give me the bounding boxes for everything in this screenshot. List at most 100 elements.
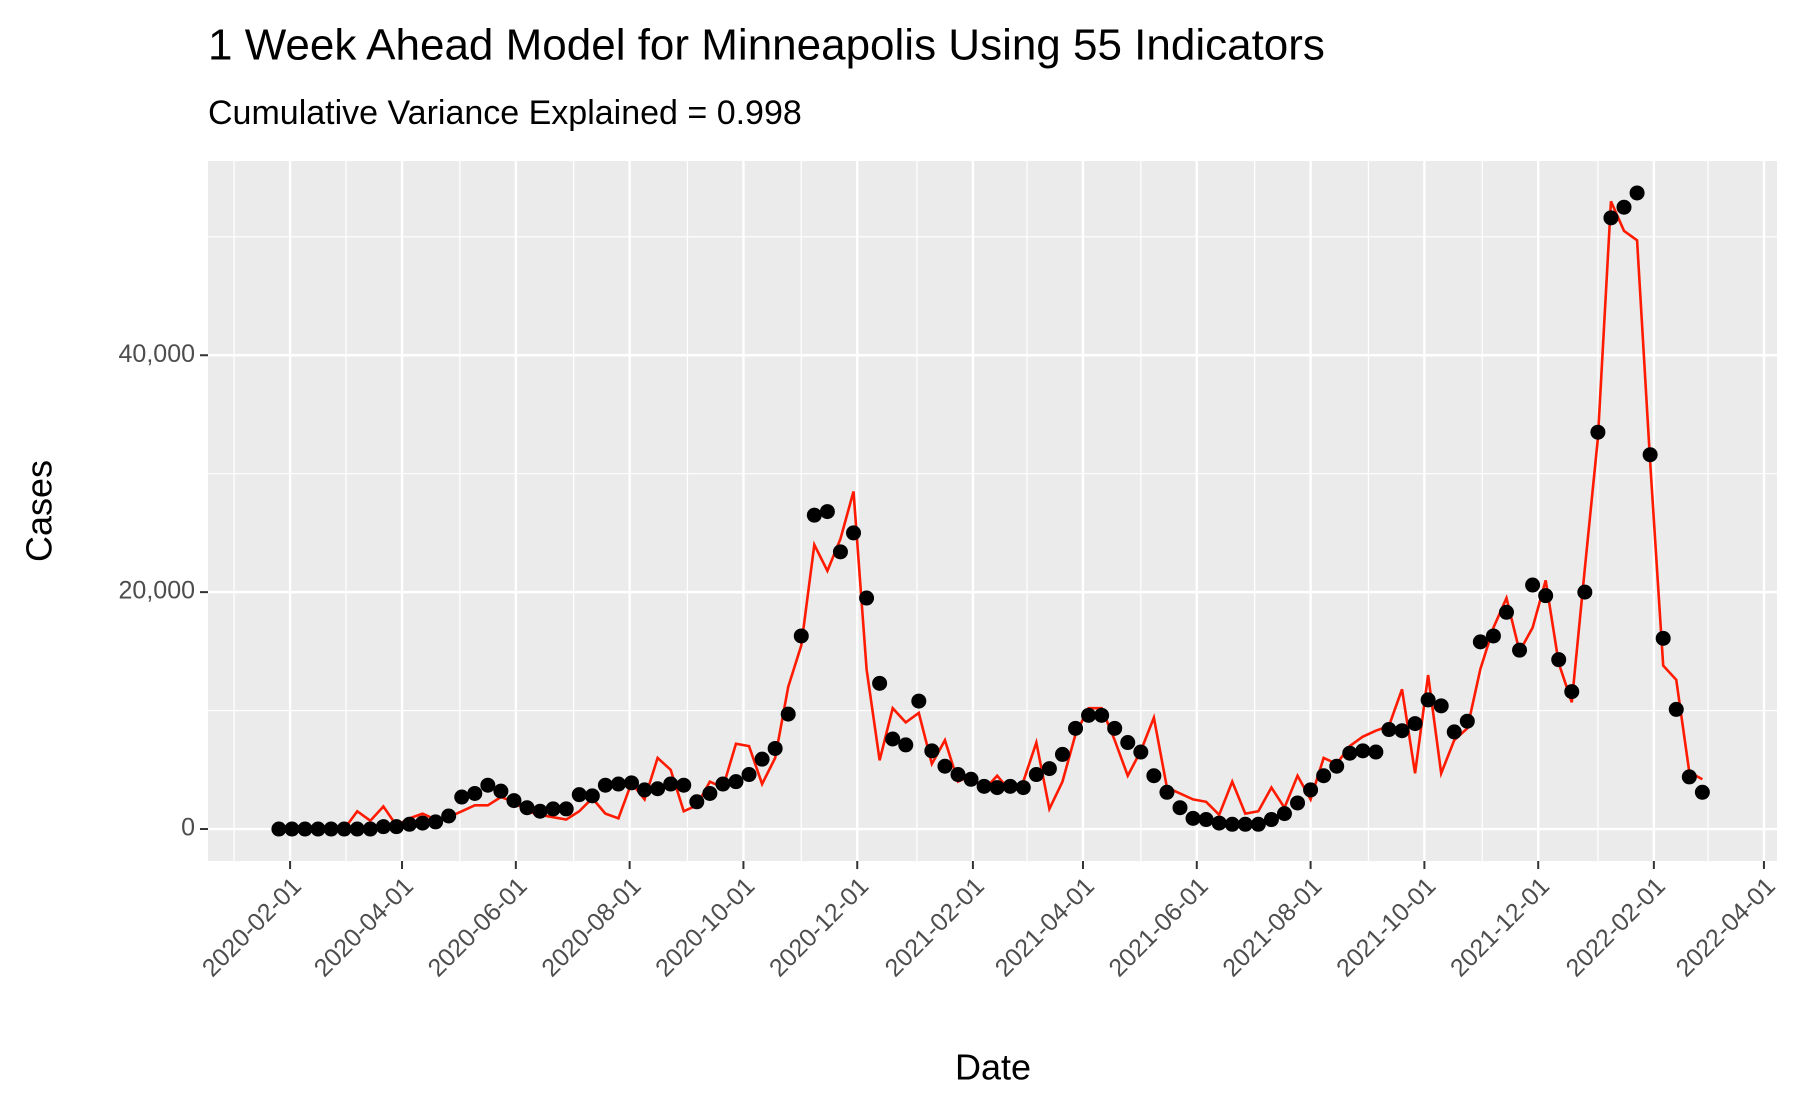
- data-point: [493, 783, 509, 799]
- data-point: [963, 771, 979, 787]
- data-point: [375, 819, 391, 835]
- x-tick-label: 2021-08-01: [1217, 872, 1327, 982]
- data-point: [1290, 795, 1306, 811]
- chart-subtitle: Cumulative Variance Explained = 0.998: [208, 94, 802, 132]
- y-tick-label: 0: [181, 814, 195, 842]
- data-point: [859, 590, 875, 606]
- plot-panel: [208, 161, 1777, 861]
- data-point: [937, 758, 953, 774]
- data-point: [819, 504, 835, 520]
- data-point: [1107, 720, 1123, 736]
- data-point: [1329, 758, 1345, 774]
- data-point: [1498, 604, 1514, 620]
- data-point: [1616, 199, 1632, 215]
- data-point: [885, 731, 901, 747]
- x-tick-label: 2021-06-01: [1103, 872, 1213, 982]
- data-point: [689, 794, 705, 810]
- data-point: [872, 675, 888, 691]
- data-point: [532, 803, 548, 819]
- data-point: [793, 628, 809, 644]
- data-point: [441, 808, 457, 824]
- data-point: [846, 525, 862, 541]
- x-tick-label: 2020-08-01: [536, 872, 646, 982]
- data-point: [1564, 684, 1580, 700]
- x-axis-title: Date: [955, 1047, 1031, 1088]
- data-point: [676, 777, 692, 793]
- data-point: [1185, 810, 1201, 826]
- data-point: [1068, 720, 1084, 736]
- data-point: [1002, 778, 1018, 794]
- data-point: [1538, 588, 1554, 604]
- data-point: [401, 816, 417, 832]
- data-point: [1694, 784, 1710, 800]
- data-point: [388, 819, 404, 835]
- data-point: [1642, 447, 1658, 463]
- x-tick-label: 2020-10-01: [650, 872, 760, 982]
- x-tick-label: 2020-12-01: [764, 872, 874, 982]
- data-point: [519, 800, 535, 816]
- x-tick-label: 2020-04-01: [309, 872, 419, 982]
- data-point: [1224, 816, 1240, 832]
- data-point: [924, 743, 940, 759]
- data-point: [545, 801, 561, 817]
- data-point: [1368, 744, 1384, 760]
- x-tick-label: 2021-10-01: [1331, 872, 1441, 982]
- data-point: [1577, 584, 1593, 600]
- data-point: [1551, 652, 1567, 668]
- x-tick-label: 2021-02-01: [880, 872, 990, 982]
- data-point: [1054, 746, 1070, 762]
- y-tick-label: 40,000: [119, 340, 195, 368]
- data-point: [806, 507, 822, 523]
- data-point: [911, 693, 927, 709]
- x-tick-label: 2022-02-01: [1561, 872, 1671, 982]
- data-point: [506, 793, 522, 809]
- data-point: [1446, 724, 1462, 740]
- data-point: [1655, 630, 1671, 646]
- data-point: [415, 815, 431, 831]
- data-point: [1590, 424, 1606, 440]
- data-point: [715, 776, 731, 792]
- data-point: [1133, 744, 1149, 760]
- data-point: [1303, 782, 1319, 798]
- data-point: [1668, 701, 1684, 717]
- data-point: [1433, 698, 1449, 714]
- x-tick-label: 2020-06-01: [423, 872, 533, 982]
- data-point: [1159, 784, 1175, 800]
- data-point: [1028, 767, 1044, 783]
- data-point: [1316, 768, 1332, 784]
- data-point: [767, 740, 783, 756]
- data-point: [637, 782, 653, 798]
- chart-title: 1 Week Ahead Model for Minneapolis Using…: [208, 21, 1325, 70]
- data-point: [467, 785, 483, 801]
- data-point: [663, 776, 679, 792]
- data-point: [1407, 716, 1423, 732]
- data-point: [728, 774, 744, 790]
- data-point: [754, 751, 770, 767]
- data-point: [976, 778, 992, 794]
- data-point: [989, 780, 1005, 796]
- data-point: [1015, 780, 1031, 796]
- data-point: [1603, 210, 1619, 226]
- data-point: [780, 706, 796, 722]
- data-point: [454, 789, 470, 805]
- data-point: [271, 821, 287, 837]
- data-point: [323, 821, 339, 837]
- data-point: [480, 777, 496, 793]
- x-tick-label: 2020-02-01: [197, 872, 307, 982]
- data-point: [623, 775, 639, 791]
- data-point: [1276, 806, 1292, 822]
- data-point: [336, 821, 352, 837]
- data-point: [349, 821, 365, 837]
- data-point: [898, 737, 914, 753]
- data-point: [1485, 628, 1501, 644]
- data-point: [1342, 745, 1358, 761]
- data-point: [1198, 812, 1214, 828]
- data-point: [584, 788, 600, 804]
- data-point: [284, 821, 300, 837]
- data-point: [1081, 707, 1097, 723]
- data-point: [1211, 815, 1227, 831]
- data-point: [1394, 723, 1410, 739]
- x-tick-label: 2021-04-01: [990, 872, 1100, 982]
